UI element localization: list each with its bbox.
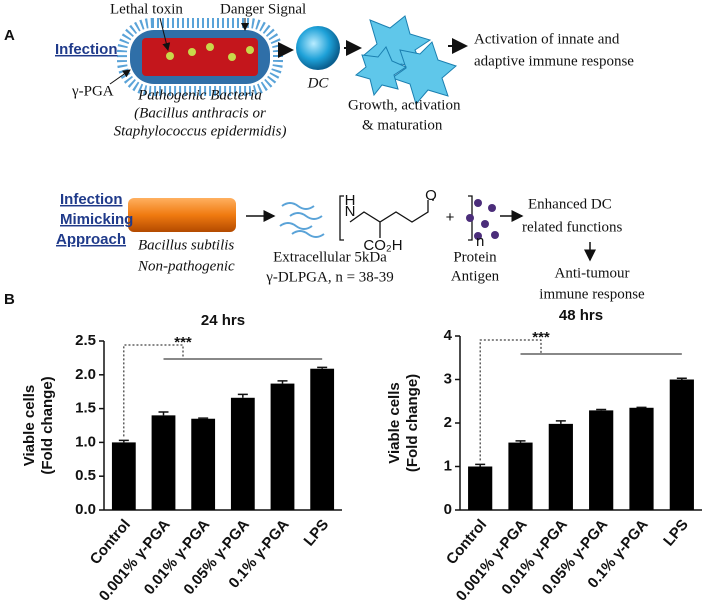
error-bar — [198, 417, 209, 419]
bar — [669, 379, 694, 510]
error-bar — [158, 411, 169, 416]
diagram-text: Lethal toxin — [110, 1, 183, 17]
panel-label: A — [4, 27, 15, 44]
diagram-text: Danger Signal — [220, 1, 306, 17]
bar — [468, 466, 493, 510]
diagram-text: Bacillus subtilis — [138, 237, 234, 253]
bracket — [123, 344, 184, 437]
diagram-text: + — [446, 209, 455, 226]
diagram-text: & maturation — [362, 117, 443, 133]
diagram-text: γ-PGA — [71, 83, 114, 99]
y-tick-label: 0.5 — [75, 467, 96, 484]
chart-title: 24 hrs — [201, 312, 245, 329]
diagram-text: Approach — [56, 231, 126, 248]
bar — [270, 383, 295, 510]
error-bar — [676, 377, 687, 380]
significance: *** — [532, 329, 550, 346]
diagram-text: Infection — [55, 41, 118, 58]
error-bar — [475, 463, 486, 467]
y-tick-label: 1.5 — [75, 400, 96, 417]
y-axis-label: Viable cells — [21, 385, 38, 466]
y-tick-label: 0.0 — [75, 501, 96, 518]
diagram-text: Infection — [60, 191, 123, 208]
y-axis-label: (Fold change) — [404, 374, 421, 472]
chart-title: 48 hrs — [559, 307, 603, 324]
y-tick-label: 0 — [444, 501, 452, 518]
error-bar — [118, 439, 129, 443]
diagram-text: n — [476, 233, 484, 250]
diagram-text: Antigen — [451, 268, 500, 284]
error-bar — [317, 366, 328, 369]
y-tick-label: 2 — [444, 414, 452, 431]
diagram-text: Enhanced DC — [528, 196, 612, 212]
diagram-text: Protein — [453, 249, 497, 265]
x-tick-label: LPS — [660, 516, 692, 549]
panel-a-art — [109, 15, 596, 262]
diagram-text: Mimicking — [60, 211, 133, 228]
y-tick-label: 1.0 — [75, 433, 96, 450]
x-tick-label: 0.001% γ-PGA — [96, 516, 174, 603]
y-tick-label: 4 — [444, 327, 453, 344]
diagram-text: Growth, activation — [348, 97, 461, 113]
bracket — [479, 339, 542, 461]
bar — [508, 442, 533, 510]
diagram-text: Staphylococcus epidermidis) — [114, 123, 287, 139]
diagram-text: Anti-tumour — [555, 265, 630, 281]
y-axis-label: Viable cells — [386, 382, 403, 463]
error-bar — [237, 393, 248, 398]
error-bar — [515, 440, 526, 443]
diagram-text: Non-pathogenic — [137, 258, 235, 274]
diagram-text: N — [345, 203, 356, 220]
x-tick-label: LPS — [300, 516, 332, 549]
bar — [548, 423, 573, 510]
diagram-text: Pathogenic Bacteria — [137, 87, 262, 103]
bar — [629, 407, 654, 510]
bar — [310, 368, 335, 510]
diagram-text: related functions — [522, 219, 623, 235]
diagram-text: Activation of innate and — [474, 31, 620, 47]
error-bar — [596, 408, 607, 411]
diagram-text: Extracellular 5kDa — [273, 249, 387, 265]
diagram-text: adaptive immune response — [474, 53, 634, 69]
y-axis-label: (Fold change) — [39, 376, 56, 474]
diagram-text: γ-DLPGA, n = 38-39 — [265, 269, 394, 285]
y-tick-label: 3 — [444, 370, 452, 387]
y-tick-label: 1 — [444, 457, 452, 474]
error-bar — [277, 380, 288, 384]
diagram-text: H — [345, 192, 356, 209]
significance: *** — [174, 334, 192, 351]
bar — [151, 415, 176, 510]
bar — [230, 397, 255, 510]
diagram-text: immune response — [539, 286, 645, 302]
y-tick-label: 2.0 — [75, 366, 96, 383]
y-tick-label: 2.5 — [75, 332, 96, 349]
bar — [589, 410, 614, 510]
diagram-text: DC — [307, 75, 330, 91]
diagram-text: (Bacillus anthracis or — [134, 105, 266, 121]
diagram-text: O — [425, 187, 437, 204]
diagram-text: CO₂H — [363, 237, 402, 254]
bar — [111, 442, 136, 510]
panel-label: B — [4, 291, 15, 308]
error-bar — [555, 420, 566, 424]
x-tick-label: 0.001% γ-PGA — [453, 516, 531, 603]
bar — [191, 418, 216, 510]
